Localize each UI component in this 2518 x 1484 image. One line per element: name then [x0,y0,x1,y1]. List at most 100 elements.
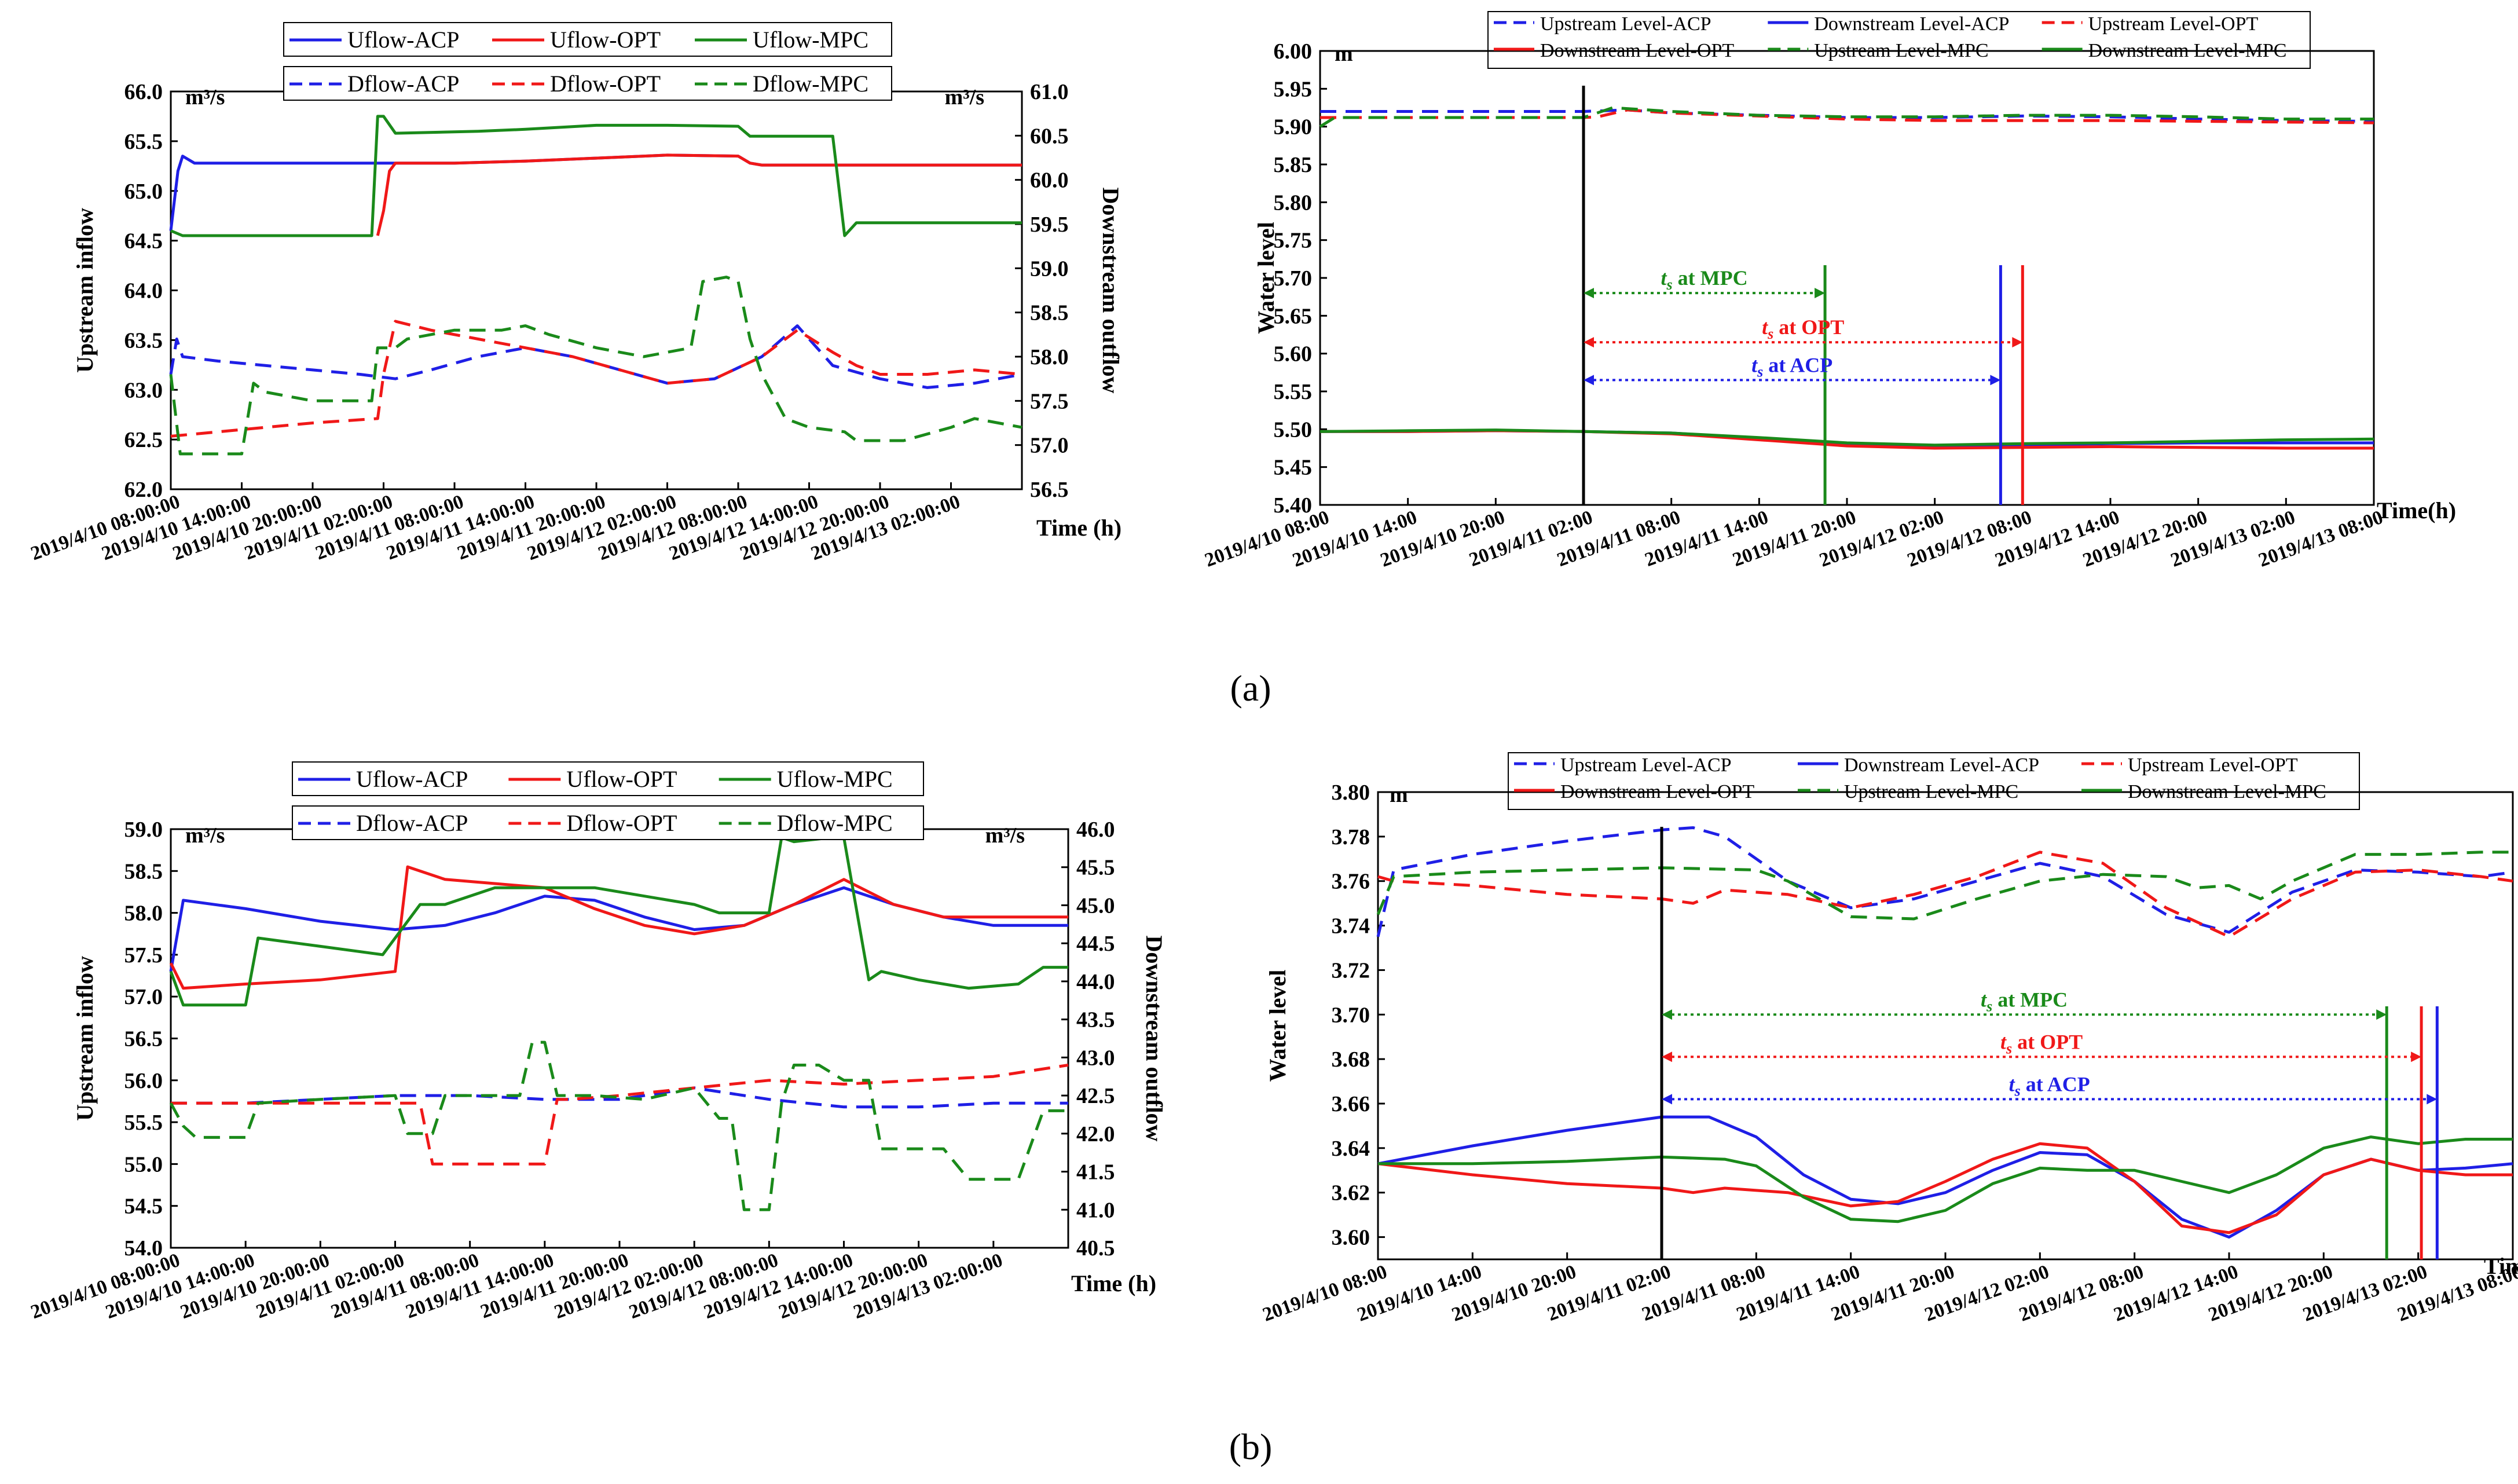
arrow-head-left [1584,288,1594,299]
series-line-downstream-level-opt [1377,1142,2513,1234]
legend-label: Downstream Level-ACP [1814,13,2009,35]
series-line-uflow-opt [376,153,1022,236]
y-tick-label: 64.0 [124,279,163,303]
legend-label: Downstream Level-OPT [1560,781,1754,803]
legend-label: Upstream Level-ACP [1540,13,1711,35]
legend-label: Uflow-OPT [566,766,677,792]
y-axis-title: Water level [1265,970,1291,1082]
y-tick-label: 3.74 [1332,914,1370,939]
series-line-uflow-acp [169,886,1068,972]
y-tick-label: 3.62 [1332,1181,1370,1205]
y2-tick-label: 41.5 [1076,1160,1115,1185]
y-tick-label: 63.0 [124,378,163,402]
panel-label-b: (b) [1229,1426,1273,1467]
arrow-head-right [2376,1009,2387,1020]
y-tick-label: 3.64 [1332,1137,1370,1161]
x-axis-title: Time (h) [1036,515,1121,541]
arrow-head-left [1662,1051,1672,1062]
arrow-head-left [1584,375,1594,386]
legend-label: Dflow-MPC [777,810,893,836]
y-tick-label: 5.95 [1274,77,1313,101]
series-line-downstream-level-mpc [1320,428,2374,447]
legend-label: Dflow-ACP [347,71,459,97]
y-tick-label: 56.5 [124,1027,163,1051]
y-tick-label: 5.90 [1274,115,1313,140]
settle-time-label-opt: ts at OPT [1762,316,1844,342]
y-tick-label: 65.5 [124,130,163,154]
arrow-head-left [1662,1009,1672,1020]
y-tick-label: 5.60 [1274,342,1313,367]
x-axis-title: Time (h) [1071,1270,1156,1296]
series-line-dflow-opt [171,1064,1069,1166]
series-line-dflow-acp [169,324,1022,389]
series-line-upstream-level-acp [1320,108,2374,123]
y-tick-label: 58.0 [124,902,163,926]
legend-label: Upstream Level-MPC [1844,781,2018,803]
y2-tick-label: 59.0 [1030,257,1069,281]
y-axis-title: Upstream inflow [72,956,98,1121]
settle-time-label-acp: ts at ACP [1751,353,1832,380]
y-tick-label: 5.45 [1274,456,1313,480]
y2-tick-label: 57.5 [1030,389,1069,413]
y2-tick-label: 44.5 [1076,932,1115,956]
y2-tick-label: 40.5 [1076,1236,1115,1261]
y-tick-label: 3.78 [1332,825,1370,849]
plot-frame [170,90,1023,490]
y-axis-title: Upstream inflow [72,208,98,373]
legend-box [1487,11,2311,69]
y-tick-label: 5.65 [1274,304,1313,328]
y-axis-title: Water level [1253,222,1279,334]
panel-label-a: (a) [1230,668,1271,709]
y2-unit-label: m³/s [945,85,984,109]
legend-label: Downstream Level-MPC [2128,781,2326,803]
y-tick-label: 5.55 [1274,380,1313,404]
y2-tick-label: 44.0 [1076,970,1115,994]
y-tick-label: 5.50 [1274,417,1313,442]
series-line-dflow-opt [170,320,1022,438]
y-tick-label: 5.85 [1274,153,1313,177]
series-line-downstream-level-opt [1320,429,2374,450]
chart-a-right: 5.40 5.45 5.50 5.55 5.60 5.65 5.70 5.75 5.80 5.85… [1202,11,2456,571]
y-tick-label: 63.5 [124,328,163,353]
y-unit-label: m³/s [185,823,225,848]
legend-label: Downstream Level-MPC [2088,40,2287,61]
y-tick-label: 3.60 [1332,1226,1370,1250]
y-tick-label: 56.0 [124,1069,163,1093]
legend-label: Uflow-OPT [550,27,661,53]
y2-tick-label: 61.0 [1030,80,1069,104]
y-tick-label: 62.0 [124,478,163,502]
y-tick-label: 3.72 [1332,958,1370,983]
y2-tick-label: 58.0 [1030,345,1069,369]
y-tick-label: 5.80 [1274,190,1313,215]
settle-time-label-opt: ts at OPT [2000,1030,2083,1057]
y-tick-label: 5.70 [1274,266,1313,291]
y2-tick-label: 56.5 [1030,478,1069,502]
arrow-head-right [1815,288,1826,299]
y-tick-label: 3.80 [1332,781,1370,805]
y-tick-label: 55.0 [124,1152,163,1177]
legend-label: Uflow-MPC [753,27,868,53]
settle-time-label-mpc: ts at MPC [1661,266,1747,293]
series-line-upstream-level-acp [1376,826,2513,937]
arrow-head-left [1662,1094,1672,1105]
x-axis-title: Time(h) [2484,1253,2518,1279]
y2-tick-label: 57.0 [1030,434,1069,458]
y-tick-label: 3.68 [1332,1047,1370,1072]
legend-label: Dflow-OPT [550,71,661,97]
series-line-dflow-mpc [169,276,1022,456]
series-line-downstream-level-mpc [1378,1135,2513,1223]
y2-axis-title: Downstream outflow [1098,188,1124,394]
y2-tick-label: 58.5 [1030,301,1069,325]
y-tick-label: 5.40 [1274,493,1313,518]
y-tick-label: 59.0 [124,818,163,842]
plot-frame [1377,791,2514,1261]
x-axis-title: Time(h) [2377,497,2456,523]
y-tick-label: 6.00 [1274,39,1313,64]
y-unit-label: m³/s [185,85,225,109]
settle-time-label-acp: ts at ACP [2009,1072,2090,1099]
arrow-head-right [2012,337,2023,348]
y-unit-label: m [1335,42,1353,66]
arrow-head-right [2411,1051,2422,1062]
arrow-head-left [1584,337,1594,348]
